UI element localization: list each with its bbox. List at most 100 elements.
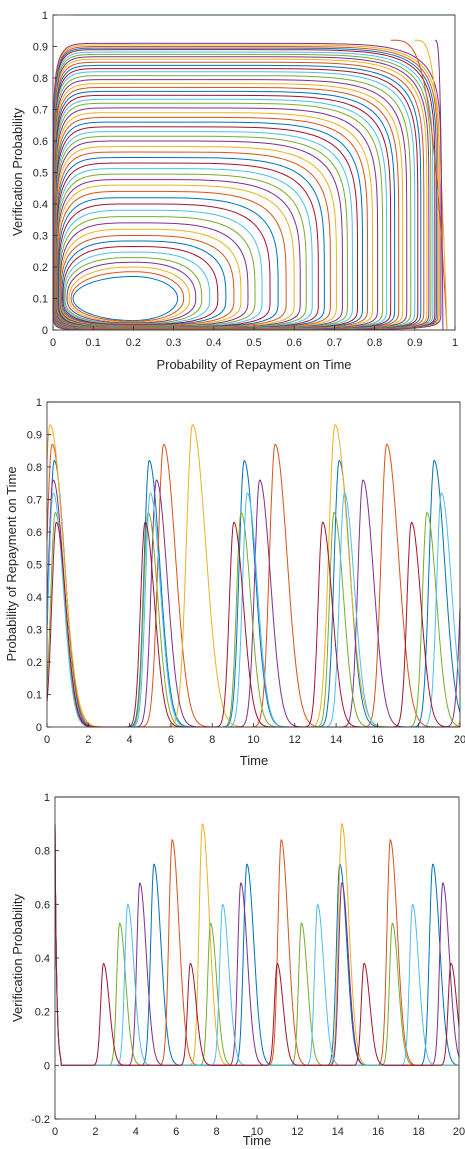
repayment-time-series-x-axis-label: Time [240,753,268,768]
phase-portrait-y-tick-label: 0.3 [33,231,48,243]
phase-orbit [53,64,422,330]
phase-portrait-x-axis-label: Probability of Repayment on Time [156,357,351,372]
verification-y-tick-label: 0 [44,1060,50,1072]
verification-x-tick-label: 12 [291,1126,303,1138]
repayment-y-tick-label: 0.3 [27,625,42,637]
repayment-x-tick-label: 2 [85,734,91,746]
phase-orbit [62,245,219,325]
phase-trajectory [390,39,448,331]
repayment-y-tick-label: 1 [36,397,42,409]
verification-x-tick-label: 10 [251,1126,263,1138]
repayment-series-line [46,424,461,728]
phase-orbit [68,266,191,323]
verification-time-series-panel: 0 2 4 6 8 10 12 14 16 18 20-0.200.20.40.60.81 Time… [10,792,465,1148]
repayment-time-series-panel: 0 2 4 6 8 10 12 14 16 18 20 0 0.1 0.2 0.3 0.4 0.5 0.6 0.7 0… [4,397,465,768]
verification-time-series-y-axis-label: Verification Probability [10,894,25,1022]
repayment-y-tick-label: 0.6 [27,527,42,539]
verification-y-tick-label: 0.2 [35,1007,50,1019]
phase-orbit [52,47,437,331]
repayment-series-line [46,443,460,728]
phase-portrait-x-tick-label: 0.5 [246,337,261,349]
repayment-time-series-ticks: 0 2 4 6 8 10 12 14 16 18 20 0 0.1 0.2 0.3 0.4 0.5 0.6 0.7 0… [27,397,465,746]
phase-orbit [54,116,369,330]
verification-y-tick-label: 0.4 [35,953,50,965]
phase-portrait-y-tick-label: 1 [42,10,48,22]
phase-portrait-x-tick-label: 0.7 [327,337,342,349]
phase-portrait-y-tick-label: 0 [42,325,48,337]
phase-portrait-x-tick-label: 0 [50,337,56,349]
repayment-y-tick-label: 0.1 [27,690,42,702]
repayment-x-tick-label: 20 [454,734,465,746]
verification-x-tick-label: 6 [173,1126,179,1138]
verification-time-series-curves [54,796,460,1066]
repayment-x-tick-label: 12 [289,734,301,746]
phase-orbit [54,112,374,330]
verification-x-tick-label: 8 [214,1126,220,1138]
phase-trajectory [414,39,448,331]
verification-series-line [54,823,459,1066]
phase-portrait-x-tick-label: 0.1 [86,337,101,349]
verification-y-tick-label: 1 [44,792,50,804]
phase-portrait-panel: 0 0.1 0.2 0.3 0.4 0.5 0.6 0.7 0.8 0.9 1 0 0.1 0.2 0.3 0… [10,10,458,372]
repayment-x-tick-label: 18 [413,734,425,746]
phase-portrait-y-tick-label: 0.5 [33,168,48,180]
repayment-x-tick-label: 14 [330,734,342,746]
verification-time-series-x-axis-label: Time [243,1133,271,1148]
phase-portrait-y-axis-label: Verification Probability [10,108,25,236]
phase-portrait-curves [52,14,455,331]
repayment-y-tick-label: 0.9 [27,430,42,442]
phase-portrait-y-tick-label: 0.1 [33,294,48,306]
verification-x-tick-label: 18 [412,1126,424,1138]
verification-y-tick-label: 0.8 [35,846,50,858]
phase-orbit [55,151,331,329]
phase-orbit [66,261,197,324]
repayment-time-series-curves [46,401,461,728]
verification-y-tick-label: 0.6 [35,899,50,911]
verification-x-tick-label: 16 [372,1126,384,1138]
phase-portrait-x-tick-label: 0.9 [407,337,422,349]
repayment-x-tick-label: 16 [371,734,383,746]
verification-x-tick-label: 20 [453,1126,465,1138]
verification-x-tick-label: 0 [52,1126,58,1138]
repayment-x-tick-label: 0 [44,734,50,746]
phase-orbit [55,162,319,329]
phase-portrait-x-tick-label: 1 [452,337,458,349]
phase-portrait-y-tick-label: 0.2 [33,262,48,274]
phase-orbit [53,61,425,331]
repayment-series-line [46,459,461,728]
phase-portrait-y-tick-label: 0.8 [33,73,48,85]
verification-x-tick-label: 4 [133,1126,139,1138]
verification-x-tick-label: 2 [92,1126,98,1138]
repayment-y-tick-label: 0.7 [27,495,42,507]
repayment-x-tick-label: 8 [209,734,215,746]
repayment-y-tick-label: 0 [36,722,42,734]
phase-portrait-y-tick-label: 0.6 [33,136,48,148]
repayment-y-tick-label: 0.2 [27,657,42,669]
phase-orbit [63,251,211,325]
verification-series-line [54,823,460,1066]
phase-portrait-y-tick-label: 0.7 [33,105,48,117]
phase-portrait-y-tick-label: 0.9 [33,42,48,54]
repayment-x-tick-label: 4 [127,734,133,746]
phase-orbit [56,179,301,329]
phase-portrait-x-tick-label: 0.6 [287,337,302,349]
repayment-y-tick-label: 0.4 [27,592,42,604]
phase-portrait-x-tick-label: 0.4 [206,337,221,349]
phase-orbit [72,275,179,322]
phase-orbit [61,240,227,326]
phase-orbit [70,271,185,322]
repayment-time-series-y-axis-label: Probability of Repayment on Time [4,466,19,661]
phase-trajectory [434,39,444,331]
phase-orbit [53,94,392,330]
phase-orbit [56,173,307,329]
repayment-time-series-axes-box [46,401,461,728]
phase-portrait-x-tick-label: 0.3 [166,337,181,349]
repayment-series-line [46,479,461,728]
repayment-y-tick-label: 0.8 [27,462,42,474]
phase-orbit [57,190,287,328]
phase-orbit [52,46,439,331]
verification-y-tick-label: -0.2 [31,1114,50,1126]
repayment-x-tick-label: 6 [168,734,174,746]
repayment-y-tick-label: 0.5 [27,560,42,572]
